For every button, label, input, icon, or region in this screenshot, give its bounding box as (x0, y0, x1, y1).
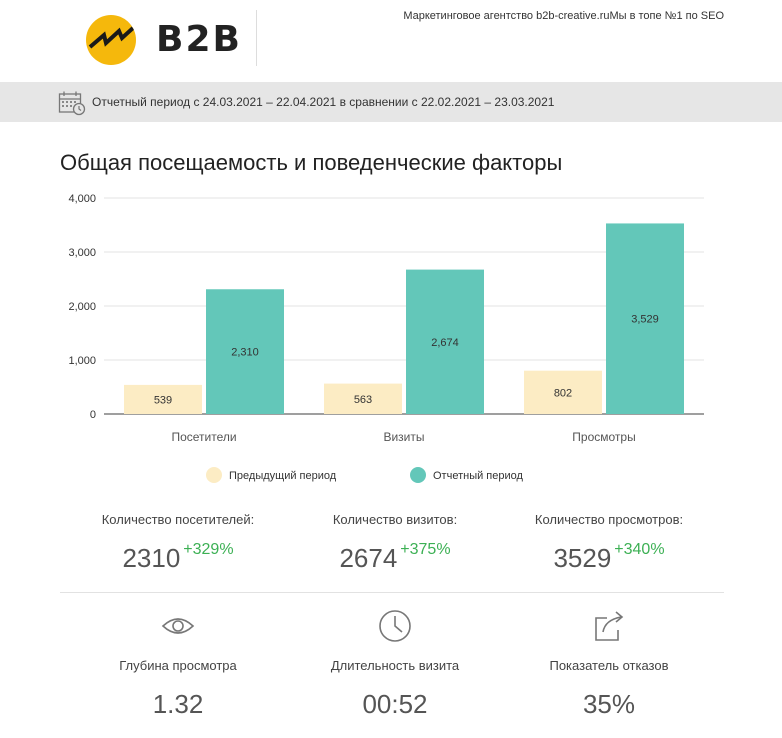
stat-change: +340% (614, 541, 665, 558)
divider (60, 592, 724, 593)
y-tick-label: 2,000 (68, 301, 96, 313)
bar-value-label: 563 (354, 394, 372, 406)
metric-depth: Глубина просмотра 1.32 (63, 608, 293, 720)
bar (206, 289, 284, 414)
stat-change: +375% (400, 541, 451, 558)
bar (606, 223, 684, 414)
bar (406, 269, 484, 414)
stat-pageviews: Количество просмотров: 3529 +340% (494, 512, 724, 574)
stat-change: +329% (183, 541, 234, 558)
header-tagline: Маркетинговое агентство b2b-creative.ruМ… (403, 10, 724, 22)
y-tick-label: 1,000 (68, 355, 96, 367)
legend-label: Отчетный период (433, 470, 524, 482)
legend-marker (206, 467, 222, 483)
metric-value: 35% (582, 689, 636, 719)
y-tick-label: 4,000 (68, 193, 96, 205)
x-category-label: Просмотры (572, 430, 635, 444)
stat-label: Количество визитов: (332, 512, 458, 527)
period-text: Отчетный период с 24.03.2021 – 22.04.202… (92, 95, 555, 109)
bar-value-label: 2,310 (231, 347, 259, 359)
stat-label: Количество посетителей: (101, 512, 255, 527)
metric-label: Длительность визита (330, 658, 460, 673)
stat-value: 3529 (553, 543, 612, 573)
metric-duration: Длительность визита 00:52 (280, 608, 510, 720)
bar-chart: 0 1,000 2,000 3,000 4,000 539 2,310 Посетители 5… (68, 193, 704, 483)
metric-value: 00:52 (362, 689, 428, 719)
y-tick-label: 0 (90, 409, 96, 421)
section-title: Общая посещаемость и поведенческие факто… (60, 150, 563, 175)
stat-visits: Количество визитов: 2674 +375% (280, 512, 510, 574)
stat-visitors: Количество посетителей: 2310 +329% (63, 512, 293, 574)
y-tick-label: 3,000 (68, 247, 96, 259)
metric-value: 1.32 (152, 689, 204, 719)
logo-text: B2B (156, 19, 242, 60)
stat-label: Количество просмотров: (534, 512, 684, 527)
stat-value: 2310 (122, 543, 181, 573)
logo-badge (86, 15, 136, 65)
eye-icon (161, 618, 195, 634)
period-bar: Отчетный период с 24.03.2021 – 22.04.202… (0, 82, 782, 122)
header: B2B Маркетинговое агентство b2b-creative… (0, 0, 782, 82)
lightning-logo-icon (88, 26, 135, 49)
logo-divider (256, 10, 257, 66)
clock-icon (379, 610, 411, 642)
x-category-label: Посетители (171, 430, 236, 444)
bar-value-label: 802 (554, 387, 572, 399)
legend-marker (410, 467, 426, 483)
bar-value-label: 539 (154, 394, 172, 406)
stat-value: 2674 (339, 543, 398, 573)
metric-label: Показатель отказов (549, 658, 669, 673)
bar (324, 383, 402, 414)
x-category-label: Визиты (383, 430, 424, 444)
share-icon (595, 611, 624, 641)
legend-label: Предыдущий период (229, 470, 337, 482)
metric-label: Глубина просмотра (119, 658, 237, 673)
metric-bounce: Показатель отказов 35% (494, 608, 724, 720)
bar-value-label: 3,529 (631, 314, 659, 326)
bar (524, 370, 602, 414)
calendar-clock-icon (58, 91, 86, 116)
bar (124, 384, 202, 414)
bar-value-label: 2,674 (431, 337, 459, 349)
